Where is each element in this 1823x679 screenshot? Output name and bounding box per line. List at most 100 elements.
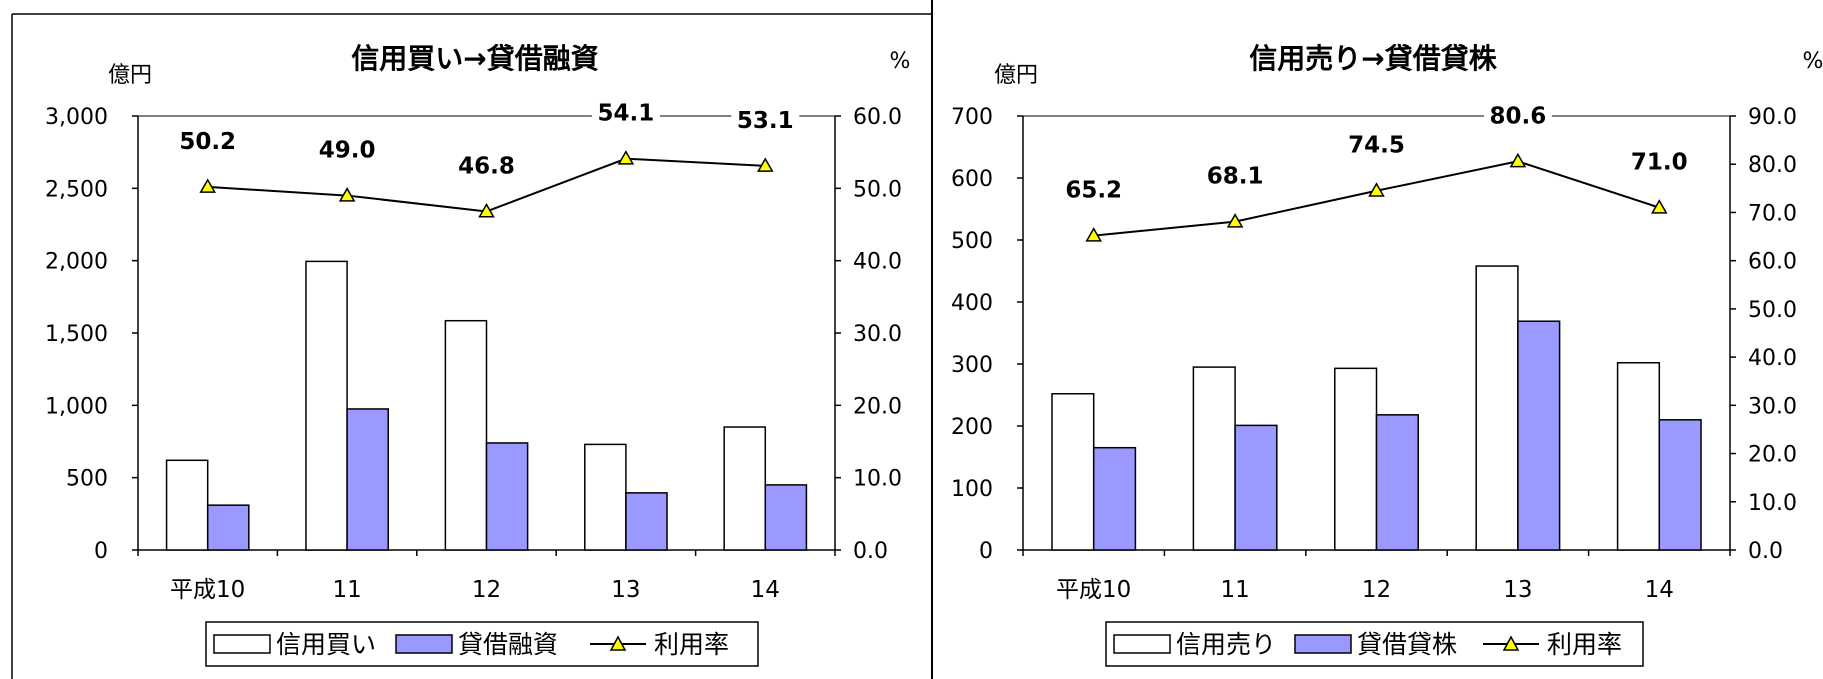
x-category-label: 14 (1645, 577, 1674, 603)
data-label-bg (1625, 143, 1694, 178)
rate-data-label: 49.0 (319, 138, 376, 164)
bar-primary (584, 443, 627, 551)
rate-marker (478, 202, 495, 218)
x-category-label: 14 (751, 577, 780, 603)
right-tick-label: 80.0 (1748, 153, 1797, 178)
x-category-label: 12 (472, 577, 501, 603)
legend-label: 貸借貸株 (1357, 630, 1457, 659)
right-tick-label: 30.0 (853, 322, 902, 347)
chart-title: 信用売り→貸借貸株 (1249, 42, 1497, 75)
legend-box (205, 621, 759, 667)
right-tick-label: 90.0 (1748, 105, 1797, 130)
bar-primary (165, 459, 209, 551)
rate-marker (1368, 182, 1385, 197)
data-label-bg (313, 131, 382, 166)
data-label-bg (1483, 97, 1552, 132)
left-tick-label: 500 (951, 229, 993, 254)
right-tick-label: 40.0 (853, 250, 902, 275)
bar-secondary (346, 408, 389, 551)
legend-label: 信用買い (276, 630, 376, 659)
left-tick-label: 300 (951, 353, 993, 378)
data-label-bg (452, 147, 521, 182)
right-tick-label: 20.0 (1748, 443, 1797, 468)
left-tick-label: 2,000 (45, 250, 108, 275)
right-tick-label: 0.0 (1748, 539, 1783, 564)
rate-data-label: 65.2 (1065, 178, 1122, 204)
bar-primary (1475, 265, 1519, 551)
x-category-label: 平成10 (170, 577, 245, 603)
bar-secondary (485, 442, 529, 551)
rate-data-label: 53.1 (737, 108, 794, 134)
rate-marker (757, 157, 774, 172)
right-axis-unit: % (890, 49, 911, 74)
right-tick-label: 70.0 (1748, 201, 1797, 226)
data-label-bg (1342, 126, 1411, 161)
x-category-label: 12 (1362, 577, 1391, 603)
left-tick-label: 500 (66, 467, 108, 492)
x-category-label: 13 (1503, 577, 1532, 603)
right-tick-label: 10.0 (1748, 491, 1797, 516)
left-tick-label: 400 (951, 291, 993, 316)
x-category-label: 11 (332, 577, 361, 603)
bar-secondary (1517, 320, 1561, 551)
bar-secondary (1375, 414, 1419, 551)
left-axis-unit: 億円 (994, 63, 1038, 88)
left-tick-label: 600 (951, 167, 993, 192)
rate-data-label: 46.8 (458, 153, 515, 179)
rate-line (1093, 160, 1660, 237)
bar-secondary (625, 492, 668, 551)
rate-marker (1085, 227, 1102, 242)
left-tick-label: 700 (951, 105, 993, 130)
bar-primary (444, 319, 488, 551)
rate-data-label: 68.1 (1207, 164, 1264, 190)
x-category-label: 平成10 (1056, 577, 1131, 603)
left-tick-label: 0 (979, 539, 993, 564)
rate-data-label: 74.5 (1348, 133, 1405, 159)
left-tick-label: 1,500 (45, 322, 108, 347)
legend-swatch-primary (1113, 634, 1171, 654)
legend-marker-icon (609, 635, 627, 651)
right-tick-label: 40.0 (1748, 346, 1797, 371)
rate-data-label: 80.6 (1490, 103, 1547, 129)
right-tick-label: 20.0 (853, 394, 902, 419)
rate-marker (1226, 213, 1244, 228)
rate-data-label: 50.2 (179, 129, 236, 155)
rate-marker (617, 150, 635, 165)
legend-label: 利用率 (1547, 630, 1622, 659)
rate-marker (1509, 152, 1527, 168)
left-tick-label: 1,000 (45, 394, 108, 419)
bar-primary (723, 426, 767, 551)
rate-marker (1651, 199, 1668, 214)
rate-marker (338, 187, 356, 202)
rate-data-label: 71.0 (1631, 150, 1688, 176)
left-axis-unit: 億円 (108, 63, 152, 88)
bar-secondary (1234, 424, 1278, 551)
bar-primary (1616, 362, 1661, 551)
bar-secondary (206, 504, 250, 551)
rate-data-label: 54.1 (598, 101, 655, 127)
right-tick-label: 10.0 (853, 467, 902, 492)
bar-primary (1051, 393, 1095, 551)
right-tick-label: 0.0 (853, 539, 888, 564)
legend-swatch-secondary (395, 634, 453, 654)
bar-secondary (1092, 446, 1137, 551)
chart-title: 信用買い→貸借融資 (351, 42, 598, 75)
data-label-bg (591, 94, 660, 129)
right-tick-label: 50.0 (1748, 298, 1797, 323)
legend-marker-icon (1502, 635, 1520, 651)
right-tick-label: 60.0 (1748, 250, 1797, 275)
legend-swatch-secondary (1294, 634, 1352, 654)
data-label-bg (1059, 171, 1128, 206)
left-tick-label: 100 (951, 477, 993, 502)
right-tick-label: 30.0 (1748, 394, 1797, 419)
data-label-bg (1201, 157, 1270, 192)
legend-label: 利用率 (654, 630, 729, 659)
x-category-label: 11 (1220, 577, 1249, 603)
legend-label: 貸借融資 (458, 630, 558, 659)
left-tick-label: 3,000 (45, 105, 108, 130)
right-axis-unit: % (1803, 49, 1823, 74)
bar-secondary (1658, 419, 1702, 551)
